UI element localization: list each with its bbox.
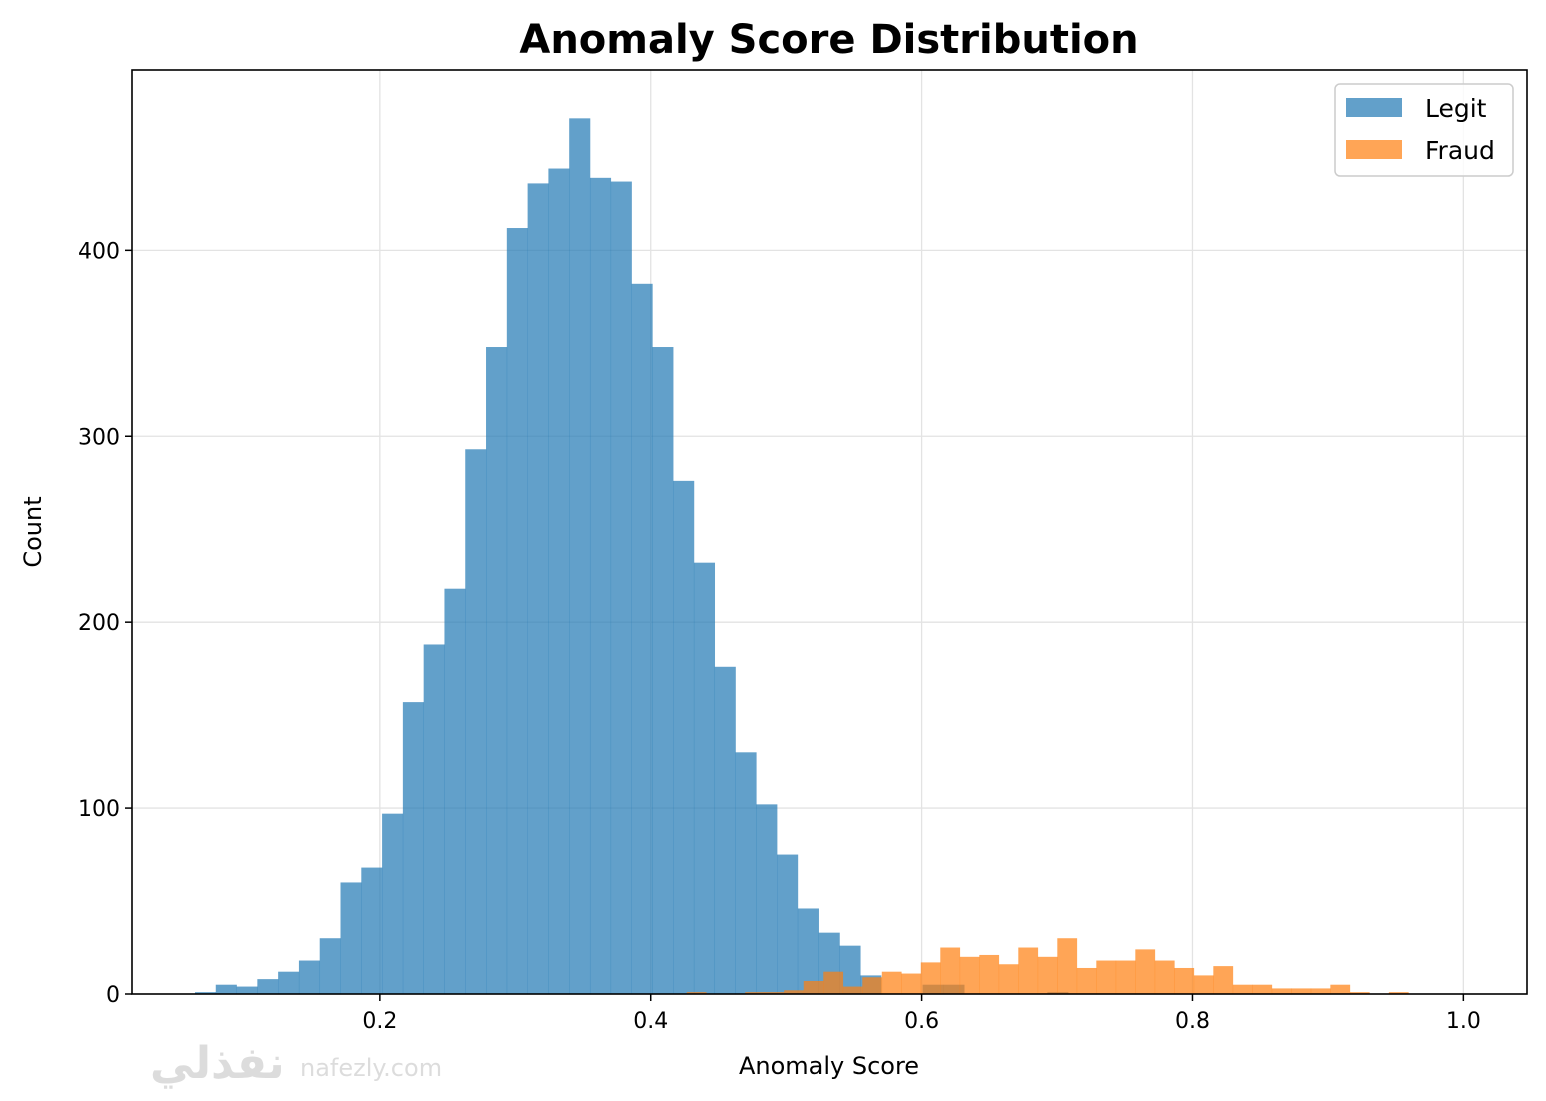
bar-fraud xyxy=(1057,938,1078,994)
bar-fraud xyxy=(1135,949,1156,994)
bar-legit xyxy=(402,702,424,994)
legend-label-fraud: Fraud xyxy=(1425,136,1495,165)
bar-legit xyxy=(215,984,237,994)
bar-fraud xyxy=(1096,960,1117,994)
y-axis-label: Count xyxy=(19,496,47,567)
bar-fraud xyxy=(1330,984,1351,994)
bar-fraud xyxy=(1213,966,1234,994)
x-tick-label: 1.0 xyxy=(1446,1009,1481,1034)
bar-legit xyxy=(382,813,404,994)
bar-fraud xyxy=(1193,975,1214,994)
bar-legit xyxy=(319,938,341,994)
bar-fraud xyxy=(1310,988,1331,994)
bar-legit xyxy=(693,562,716,994)
bar-fraud xyxy=(862,977,883,994)
y-tick-label: 0 xyxy=(106,983,120,1008)
bar-legit xyxy=(506,228,528,994)
bar-legit xyxy=(839,945,861,994)
bar-fraud xyxy=(1388,992,1409,994)
bar-legit xyxy=(194,992,217,994)
bar-legit xyxy=(756,804,778,994)
bar-fraud xyxy=(1076,967,1097,994)
bar-fraud xyxy=(686,992,707,994)
y-tick-label: 300 xyxy=(78,425,120,450)
bar-legit xyxy=(278,971,300,994)
bar-fraud xyxy=(920,962,941,994)
bar-fraud xyxy=(764,992,785,994)
series-fraud xyxy=(686,938,1409,994)
bar-fraud xyxy=(1271,988,1292,994)
bar-fraud xyxy=(959,956,980,994)
bar-legit xyxy=(423,644,445,994)
bar-fraud xyxy=(1154,960,1175,994)
histogram-bars xyxy=(194,118,1409,995)
bar-fraud xyxy=(745,992,766,994)
y-tick-label: 100 xyxy=(78,797,120,822)
bar-legit xyxy=(548,168,570,994)
bar-fraud xyxy=(881,971,902,994)
bar-fraud xyxy=(784,990,805,994)
y-tick-label: 200 xyxy=(78,611,120,636)
x-tick-label: 0.6 xyxy=(904,1009,939,1034)
bar-fraud xyxy=(823,971,844,994)
bar-fraud xyxy=(803,980,824,994)
x-axis-label: Anomaly Score xyxy=(739,1052,919,1080)
watermark: نفذلي nafezly.com xyxy=(150,1038,442,1089)
bar-fraud xyxy=(1232,984,1253,994)
bar-legit xyxy=(777,854,799,994)
legend: Legit Fraud xyxy=(1334,83,1514,177)
bar-legit xyxy=(673,480,695,994)
bar-legit xyxy=(735,752,757,994)
watermark-arabic: نفذلي xyxy=(150,1038,285,1089)
bar-fraud xyxy=(1018,947,1039,994)
watermark-latin: nafezly.com xyxy=(300,1054,442,1082)
bar-legit xyxy=(610,181,632,994)
bar-legit xyxy=(465,449,487,995)
bar-legit xyxy=(257,979,279,994)
grid-lines xyxy=(132,70,1527,995)
bar-fraud xyxy=(901,973,922,994)
axis-ticks: 0.2 0.4 0.6 0.8 1.0 0 100 200 300 400 xyxy=(78,239,1481,1034)
x-tick-label: 0.2 xyxy=(362,1009,397,1034)
bar-legit xyxy=(444,588,466,994)
bar-fraud xyxy=(842,986,863,994)
bar-fraud xyxy=(998,964,1019,994)
chart-title: Anomaly Score Distribution xyxy=(519,17,1138,63)
bar-legit xyxy=(236,986,258,994)
bar-fraud xyxy=(1115,960,1136,994)
bar-fraud xyxy=(1291,988,1312,994)
bar-legit xyxy=(569,118,591,995)
legend-swatch-legit xyxy=(1346,98,1402,117)
bar-legit xyxy=(486,347,508,994)
legend-label-legit: Legit xyxy=(1425,94,1487,123)
bar-fraud xyxy=(1037,956,1058,994)
bar-fraud xyxy=(1349,992,1370,994)
bar-fraud xyxy=(1174,967,1195,994)
bar-legit xyxy=(298,960,321,994)
bar-legit xyxy=(340,882,362,994)
y-tick-label: 400 xyxy=(78,239,120,264)
bar-fraud xyxy=(979,954,1000,994)
plot-frame xyxy=(131,69,1528,995)
x-tick-label: 0.4 xyxy=(633,1009,668,1034)
x-tick-label: 0.8 xyxy=(1175,1009,1210,1034)
bar-legit xyxy=(631,283,653,994)
bar-legit xyxy=(797,908,819,994)
bar-legit xyxy=(589,177,612,994)
bar-legit xyxy=(714,666,736,994)
bar-legit xyxy=(652,347,674,994)
bar-legit xyxy=(527,183,549,994)
series-legit xyxy=(194,118,1069,995)
bar-fraud xyxy=(940,947,961,994)
legend-swatch-fraud xyxy=(1346,140,1402,159)
bar-legit xyxy=(361,867,383,994)
bar-fraud xyxy=(1252,984,1273,994)
